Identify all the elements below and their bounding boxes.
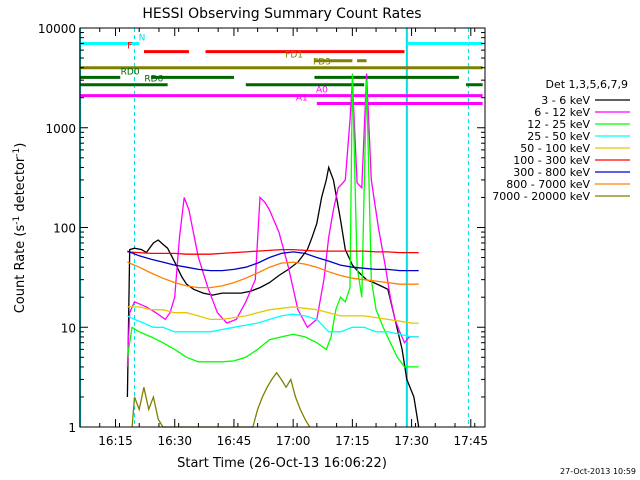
footer-date: 27-Oct-2013 10:59 <box>560 467 636 476</box>
flag-label-fd3: FD3 <box>313 58 331 68</box>
series-line-2 <box>126 73 419 368</box>
axes: 1 10 100 1000 10000 16:15 16:30 16:45 17:00 17:15… <box>38 22 488 448</box>
y-tick-label: 1000 <box>45 122 76 136</box>
legend-title: Det 1,3,5,6,7,9 <box>545 78 628 91</box>
legend-label: 25 - 50 keV <box>527 130 590 143</box>
flag-label-a0: A0 <box>316 86 328 96</box>
x-tick-label: 16:45 <box>217 434 252 448</box>
y-axis-label-part: ) <box>13 143 28 148</box>
legend-label: 300 - 800 keV <box>513 166 590 179</box>
legend-label: 100 - 300 keV <box>513 154 590 167</box>
y-tick-label: 10 <box>61 321 76 335</box>
x-tick-label: 16:15 <box>98 434 133 448</box>
legend-label: 50 - 100 keV <box>520 142 590 155</box>
flag-label-rd0: RD0 <box>121 67 140 77</box>
flag-label-f: F <box>127 42 132 52</box>
flag-label-n: N <box>139 33 146 43</box>
x-tick-label: 16:30 <box>157 434 192 448</box>
x-axis-label: Start Time (26-Oct-13 16:06:22) <box>177 456 387 471</box>
legend-label: 12 - 25 keV <box>527 118 590 131</box>
legend-label: 800 - 7000 keV <box>506 178 590 191</box>
series-line-5 <box>127 248 419 255</box>
series-lines <box>126 73 420 428</box>
series-line-6 <box>127 250 419 272</box>
flag-label-fd1: FD1 <box>285 51 303 61</box>
x-tick-label: 17:30 <box>394 434 429 448</box>
legend-label: 3 - 6 keV <box>541 94 590 107</box>
y-axis-label-exponent: -1 <box>12 148 22 157</box>
flag-lines: NF FD1 FD3 RD0 RD6 A0 A1 <box>79 28 483 427</box>
x-tick-label: 17:00 <box>276 434 311 448</box>
y-tick-label: 10000 <box>38 22 76 36</box>
series-line-7 <box>127 261 419 289</box>
flag-label-rd6: RD6 <box>144 75 163 85</box>
series-line-1 <box>126 73 419 367</box>
y-axis-label-exponent: -1 <box>12 216 22 225</box>
plot-frame <box>79 27 486 428</box>
flag-label-a1: A1 <box>296 94 308 104</box>
series-line-8 <box>131 371 311 428</box>
legend-label: 6 - 12 keV <box>534 106 590 119</box>
y-axis-label-part: Count Rate (s <box>13 225 28 314</box>
y-tick-label: 100 <box>53 222 76 236</box>
y-axis-label-part: detector <box>13 156 28 216</box>
chart-title: HESSI Observing Summary Count Rates <box>142 6 421 22</box>
series-line-4 <box>127 306 419 324</box>
x-tick-label: 17:15 <box>335 434 370 448</box>
series-line-3 <box>127 313 419 338</box>
x-tick-label: 17:45 <box>453 434 488 448</box>
y-axis-label: Count Rate (s-1 detector-1) <box>12 143 28 314</box>
legend-label: 7000 - 20000 keV <box>492 190 590 203</box>
y-tick-label: 1 <box>68 421 76 435</box>
series-line-0 <box>126 165 420 428</box>
